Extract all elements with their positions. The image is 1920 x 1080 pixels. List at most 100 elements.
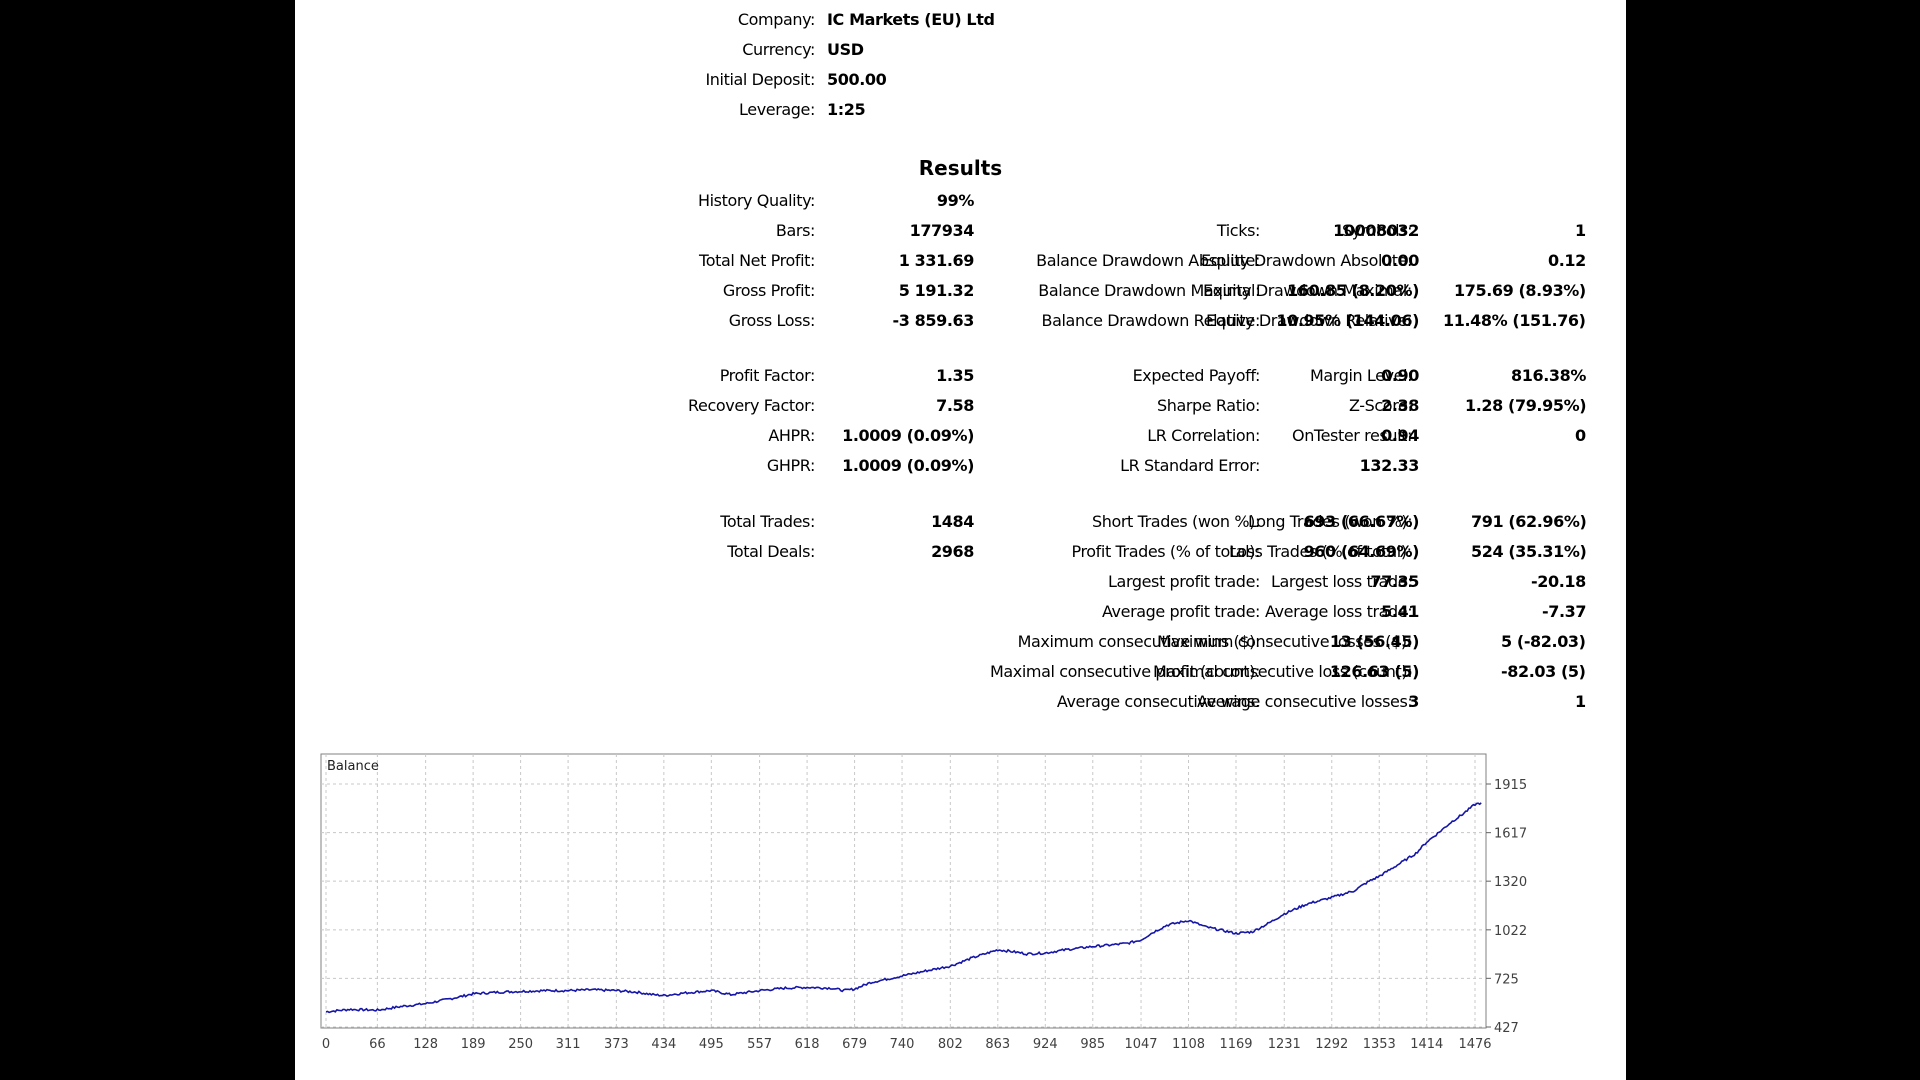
x-tick-label: 189	[461, 1037, 486, 1052]
loss-trades-value: 524 (35.31%)	[1471, 542, 1587, 561]
x-tick-label: 128	[413, 1037, 438, 1052]
avg-consec-wins-label: Average consecutive wins:	[1056, 692, 1261, 711]
x-tick-label: 924	[1033, 1037, 1058, 1052]
expected-payoff-label: Expected Payoff:	[1132, 366, 1261, 385]
max-consec-wins-value: 13 (56.45)	[1329, 632, 1419, 651]
lr-correlation-value: 0.94	[1381, 426, 1419, 445]
currency-label: Currency:	[742, 40, 815, 59]
profit-trades-label: Profit Trades (% of total):	[1071, 542, 1260, 561]
total-trades-value: 1484	[931, 512, 974, 531]
z-score-label: Z-Score:	[1349, 396, 1413, 415]
margin-level-value: 816.38%	[1511, 366, 1586, 385]
largest-loss-label: Largest loss trade:	[1271, 572, 1413, 591]
symbols-value: 1	[1575, 221, 1586, 240]
equity-dd-rel-label: Equity Drawdown Relative:	[1206, 311, 1412, 330]
ticks-label: Ticks:	[1216, 221, 1261, 240]
company-value: IC Markets (EU) Ltd	[827, 10, 995, 29]
ahpr-label: AHPR:	[768, 426, 815, 445]
lr-correlation-label: LR Correlation:	[1147, 426, 1260, 445]
x-tick-label: 802	[938, 1037, 963, 1052]
equity-dd-rel-value: 11.48% (151.76)	[1443, 311, 1586, 330]
largest-profit-label: Largest profit trade:	[1108, 572, 1260, 591]
balance-dd-abs-label: Balance Drawdown Absolute:	[1036, 251, 1260, 270]
short-trades-label: Short Trades (won %):	[1091, 512, 1260, 531]
profit-factor-value: 1.35	[936, 366, 974, 385]
balance-dd-max-value: 160.85 (8.20%)	[1287, 281, 1419, 300]
long-trades-label: Long Trades (won %):	[1248, 512, 1413, 531]
y-tick-label: 1617	[1494, 827, 1527, 842]
x-tick-label: 1108	[1172, 1037, 1205, 1052]
initial-deposit-label: Initial Deposit:	[705, 70, 815, 89]
maximal-consec-profit-label: Maximal consecutive profit (count):	[989, 662, 1260, 681]
bars-label: Bars:	[775, 221, 815, 240]
x-tick-label: 250	[508, 1037, 533, 1052]
x-tick-label: 1292	[1315, 1037, 1348, 1052]
max-consec-losses-value: 5 (-82.03)	[1501, 632, 1586, 651]
total-deals-value: 2968	[931, 542, 974, 561]
x-tick-label: 1414	[1410, 1037, 1443, 1052]
ahpr-value: 1.0009 (0.09%)	[842, 426, 974, 445]
y-tick-label: 1320	[1494, 875, 1527, 890]
avg-consec-wins-value: 3	[1408, 692, 1419, 711]
initial-deposit-value: 500.00	[827, 70, 887, 89]
symbols-label: Symbols:	[1342, 221, 1413, 240]
maximal-consec-loss-value: -82.03 (5)	[1501, 662, 1586, 681]
ghpr-label: GHPR:	[766, 456, 816, 475]
x-tick-label: 1047	[1124, 1037, 1157, 1052]
sharpe-ratio-value: 2.38	[1381, 396, 1419, 415]
maximal-consec-loss-label: Maximal consecutive loss (count):	[1153, 662, 1413, 681]
max-consec-losses-label: Maximum consecutive losses ($):	[1157, 632, 1412, 651]
gross-loss-label: Gross Loss:	[728, 311, 816, 330]
x-tick-label: 0	[322, 1037, 330, 1052]
avg-profit-value: 5.41	[1381, 602, 1419, 621]
balance-dd-abs-value: 0.00	[1381, 251, 1419, 270]
total-trades-label: Total Trades:	[720, 512, 815, 531]
profit-factor-label: Profit Factor:	[719, 366, 816, 385]
x-tick-label: 1353	[1363, 1037, 1396, 1052]
loss-trades-label: Loss Trades (% of total):	[1229, 542, 1412, 561]
avg-consec-losses-label: Average consecutive losses:	[1197, 692, 1413, 711]
balance-dd-max-label: Balance Drawdown Maximal:	[1038, 281, 1260, 300]
margin-level-label: Margin Level:	[1310, 366, 1413, 385]
currency-value: USD	[827, 40, 864, 59]
z-score-value: 1.28 (79.95%)	[1465, 396, 1587, 415]
gross-profit-value: 5 191.32	[898, 281, 975, 300]
x-tick-label: 679	[842, 1037, 867, 1052]
x-tick-label: 557	[747, 1037, 772, 1052]
total-net-profit-value: 1 331.69	[898, 251, 975, 270]
sharpe-ratio-label: Sharpe Ratio:	[1156, 396, 1260, 415]
long-trades-value: 791 (62.96%)	[1471, 512, 1587, 531]
x-tick-label: 863	[985, 1037, 1010, 1052]
total-net-profit-label: Total Net Profit:	[699, 251, 815, 270]
leverage-value: 1:25	[827, 100, 866, 119]
profit-trades-value: 960 (64.69%)	[1303, 542, 1420, 561]
chart-frame	[320, 753, 1487, 1029]
bars-value: 177934	[909, 221, 975, 240]
history-quality-value: 99%	[936, 191, 975, 210]
avg-profit-label: Average profit trade:	[1101, 602, 1260, 621]
y-tick-label: 725	[1494, 972, 1519, 987]
x-tick-label: 434	[651, 1037, 676, 1052]
chart-title: Balance	[327, 759, 379, 774]
recovery-factor-label: Recovery Factor:	[688, 396, 815, 415]
leverage-label: Leverage:	[739, 100, 815, 119]
equity-dd-max-label: Equity Drawdown Maximal:	[1203, 281, 1412, 300]
largest-profit-value: 77.35	[1370, 572, 1419, 591]
balance-chart: 1915 1617 1320 1022 725 427 0 66 128 189 250 311 373…	[320, 753, 1527, 1052]
max-consec-wins-label: Maximum consecutive wins ($):	[1017, 632, 1261, 651]
recovery-factor-value: 7.58	[936, 396, 974, 415]
balance-dd-rel-value: 10.95% (144.06)	[1276, 311, 1419, 330]
ontester-result-value: 0	[1575, 426, 1586, 445]
x-tick-label: 495	[699, 1037, 724, 1052]
maximal-consec-profit-value: 126.63 (5)	[1329, 662, 1419, 681]
company-label: Company:	[737, 10, 816, 29]
y-tick-label: 1915	[1494, 778, 1527, 793]
history-quality-label: History Quality:	[697, 191, 815, 210]
lr-std-error-label: LR Standard Error:	[1120, 456, 1260, 475]
gross-loss-value: -3 859.63	[892, 311, 975, 330]
x-tick-label: 740	[890, 1037, 915, 1052]
y-tick-label: 1022	[1494, 924, 1527, 939]
total-deals-label: Total Deals:	[727, 542, 815, 561]
avg-loss-value: -7.37	[1542, 602, 1587, 621]
x-tick-label: 311	[556, 1037, 581, 1052]
